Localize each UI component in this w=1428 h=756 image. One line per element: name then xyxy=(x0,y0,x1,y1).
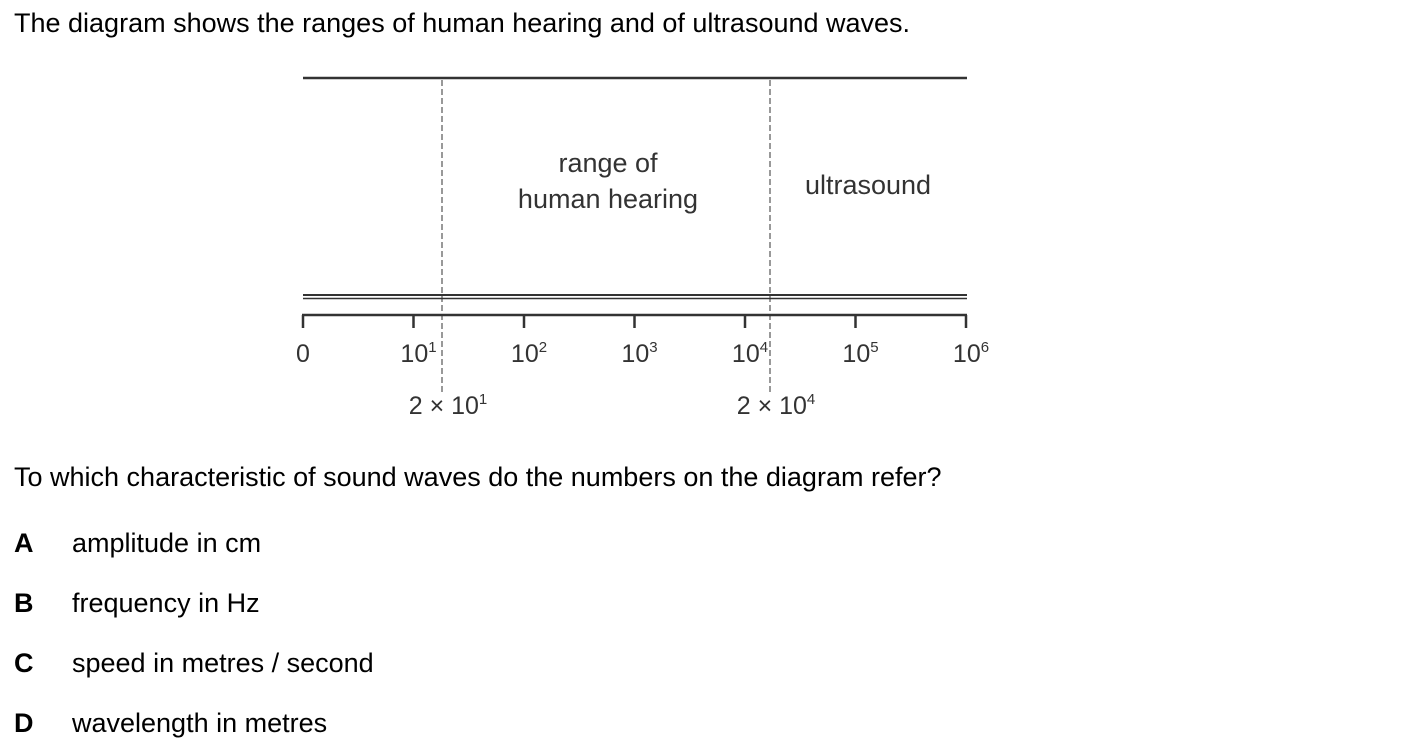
limit-marker-label-1: 2 × 104 xyxy=(737,391,816,420)
scale-tick-label-2-base: 10 xyxy=(511,340,539,368)
scale-tick-label-5: 105 xyxy=(842,339,878,368)
limit-marker-label-0-exponent: 1 xyxy=(479,391,487,408)
limit-marker-label-1-exponent: 4 xyxy=(807,391,815,408)
scale-tick-label-1: 101 xyxy=(400,339,436,368)
option-c-letter: C xyxy=(14,648,34,678)
scale-tick-label-0-base: 0 xyxy=(296,340,310,368)
scale-tick-label-0: 0 xyxy=(296,340,310,368)
option-d-letter: D xyxy=(14,708,34,738)
scale-tick-label-6-base: 10 xyxy=(953,340,981,368)
scale-ticks xyxy=(301,315,968,328)
frequency-range-diagram: 0 101 102 103 104 105 106 range of human heari… xyxy=(296,76,989,420)
scale-tick-label-3: 103 xyxy=(621,339,657,368)
option-a-letter: A xyxy=(14,528,34,558)
scale-tick-label-3-exponent: 3 xyxy=(649,339,657,356)
scale-tick-label-4: 104 xyxy=(732,339,768,368)
scale-tick-label-4-exponent: 4 xyxy=(760,339,768,356)
option-a-text: amplitude in cm xyxy=(72,528,262,558)
limit-marker-labels: 2 × 101 2 × 104 xyxy=(409,391,816,420)
scale-tick-label-2-exponent: 2 xyxy=(539,339,547,356)
scale-tick-label-5-exponent: 5 xyxy=(870,339,878,356)
option-b-text: frequency in Hz xyxy=(72,588,260,618)
option-d-text: wavelength in metres xyxy=(72,708,328,738)
option-b-letter: B xyxy=(14,588,34,618)
scale-tick-label-4-base: 10 xyxy=(732,340,760,368)
hearing-range-label-line2: human hearing xyxy=(518,184,698,214)
scale-tick-label-5-base: 10 xyxy=(842,340,870,368)
limit-marker-label-1-base: 2 × 10 xyxy=(737,392,807,420)
limit-marker-label-0: 2 × 101 xyxy=(409,391,488,420)
ultrasound-label: ultrasound xyxy=(805,170,931,200)
scale-tick-labels: 0 101 102 103 104 105 106 xyxy=(296,339,989,368)
scale-tick-label-3-base: 10 xyxy=(621,340,649,368)
scale-tick-label-6-exponent: 6 xyxy=(981,339,989,356)
hearing-range-label-line1: range of xyxy=(558,148,658,178)
scale-tick-label-1-exponent: 1 xyxy=(428,339,436,356)
option-c-text: speed in metres / second xyxy=(72,648,374,678)
scale-tick-label-1-base: 10 xyxy=(400,340,428,368)
limit-marker-label-0-base: 2 × 10 xyxy=(409,392,479,420)
question-text: To which characteristic of sound waves d… xyxy=(14,462,942,492)
intro-text: The diagram shows the ranges of human he… xyxy=(14,8,911,38)
scale-tick-label-2: 102 xyxy=(511,339,547,368)
scale-tick-label-6: 106 xyxy=(953,339,989,368)
